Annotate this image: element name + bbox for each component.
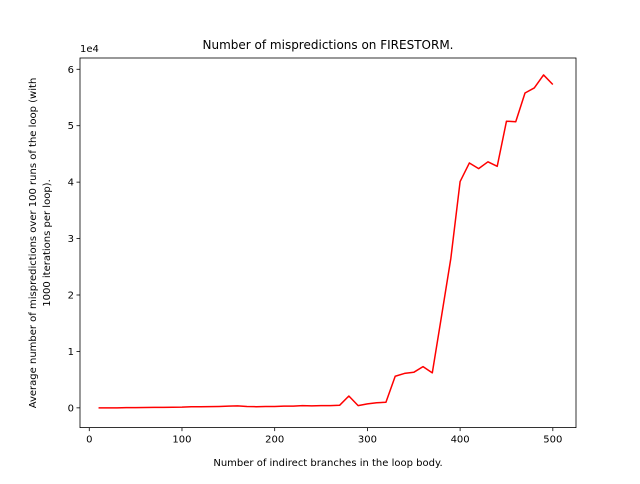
x-axis-label: Number of indirect branches in the loop … [213,458,442,469]
x-tick-label: 300 [358,435,377,446]
y-tick-label: 2 [68,290,74,301]
y-tick-label: 4 [68,178,74,189]
chart-title: Number of mispredictions on FIRESTORM. [203,38,454,52]
plot-background [80,58,576,428]
x-tick-label: 200 [265,435,284,446]
y-tick-label: 1 [68,347,74,358]
y-tick-label: 5 [68,121,74,132]
x-tick-label: 500 [543,435,562,446]
y-axis-label-line-2: 1000 iterations per loop). [42,179,53,307]
y-axis: 0 1 2 3 4 5 6 [68,65,80,415]
y-offset-label: 1e4 [80,44,99,55]
x-tick-label: 400 [451,435,470,446]
x-tick-label: 0 [86,435,92,446]
y-tick-label: 0 [68,403,74,414]
y-tick-label: 6 [68,65,74,76]
y-axis-label-line-1: Average number of mispredictions over 10… [28,78,39,409]
x-axis: 0 100 200 300 400 500 [86,428,562,446]
y-tick-label: 3 [68,234,74,245]
x-tick-label: 100 [172,435,191,446]
